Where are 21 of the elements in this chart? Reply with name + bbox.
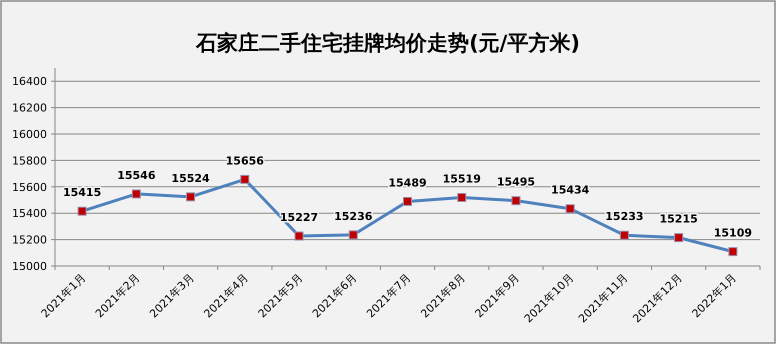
data-label: 15546 (117, 168, 156, 182)
data-label: 15109 (714, 226, 752, 240)
y-tick-label: 16000 (12, 128, 47, 141)
y-tick-label: 15600 (12, 180, 47, 194)
chart-title: 石家庄二手住宅挂牌均价走势(元/平方米) (195, 31, 580, 55)
data-label: 15434 (551, 184, 590, 197)
y-tick-label: 15200 (12, 234, 47, 247)
y-tick-label: 15400 (12, 207, 47, 220)
data-label: 15415 (62, 186, 102, 200)
data-label: 15656 (226, 154, 264, 168)
y-tick-label: 15800 (12, 154, 47, 168)
data-label: 15519 (442, 172, 481, 186)
data-label: 15215 (660, 212, 698, 226)
y-tick-label: 15000 (12, 260, 47, 273)
y-tick-label: 16200 (12, 102, 47, 115)
data-label: 15524 (171, 172, 210, 185)
data-label: 15489 (388, 176, 427, 190)
data-label: 15236 (334, 210, 373, 223)
data-label: 15495 (496, 176, 536, 189)
data-label: 15233 (605, 210, 644, 224)
y-tick-label: 16400 (12, 75, 47, 88)
